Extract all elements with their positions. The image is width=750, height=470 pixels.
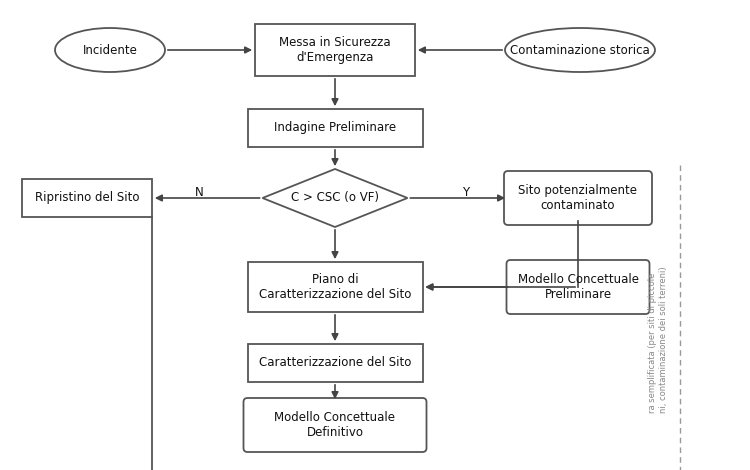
Ellipse shape — [505, 28, 655, 72]
Text: Sito potenzialmente
contaminato: Sito potenzialmente contaminato — [518, 184, 638, 212]
Text: ra semplificata (per siti di piccole
ni, contaminazione dei soli terreni): ra semplificata (per siti di piccole ni,… — [648, 266, 668, 413]
FancyBboxPatch shape — [248, 262, 422, 312]
Text: Ripristino del Sito: Ripristino del Sito — [34, 191, 140, 204]
FancyBboxPatch shape — [22, 179, 152, 217]
Text: Modello Concettuale
Definitivo: Modello Concettuale Definitivo — [274, 411, 395, 439]
Ellipse shape — [55, 28, 165, 72]
Text: Modello Concettuale
Preliminare: Modello Concettuale Preliminare — [518, 273, 638, 301]
Text: Incidente: Incidente — [82, 44, 137, 56]
Text: Messa in Sicurezza
d'Emergenza: Messa in Sicurezza d'Emergenza — [279, 36, 391, 64]
Text: Y: Y — [462, 186, 470, 198]
Text: N: N — [195, 186, 203, 198]
Text: Piano di
Caratterizzazione del Sito: Piano di Caratterizzazione del Sito — [259, 273, 411, 301]
Text: Contaminazione storica: Contaminazione storica — [510, 44, 650, 56]
FancyBboxPatch shape — [248, 109, 422, 147]
FancyBboxPatch shape — [504, 171, 652, 225]
Polygon shape — [262, 169, 407, 227]
FancyBboxPatch shape — [255, 24, 415, 76]
Text: Indagine Preliminare: Indagine Preliminare — [274, 122, 396, 134]
FancyBboxPatch shape — [244, 398, 427, 452]
FancyBboxPatch shape — [506, 260, 650, 314]
Text: Caratterizzazione del Sito: Caratterizzazione del Sito — [259, 357, 411, 369]
Text: C > CSC (o VF): C > CSC (o VF) — [291, 191, 379, 204]
FancyBboxPatch shape — [248, 344, 422, 382]
